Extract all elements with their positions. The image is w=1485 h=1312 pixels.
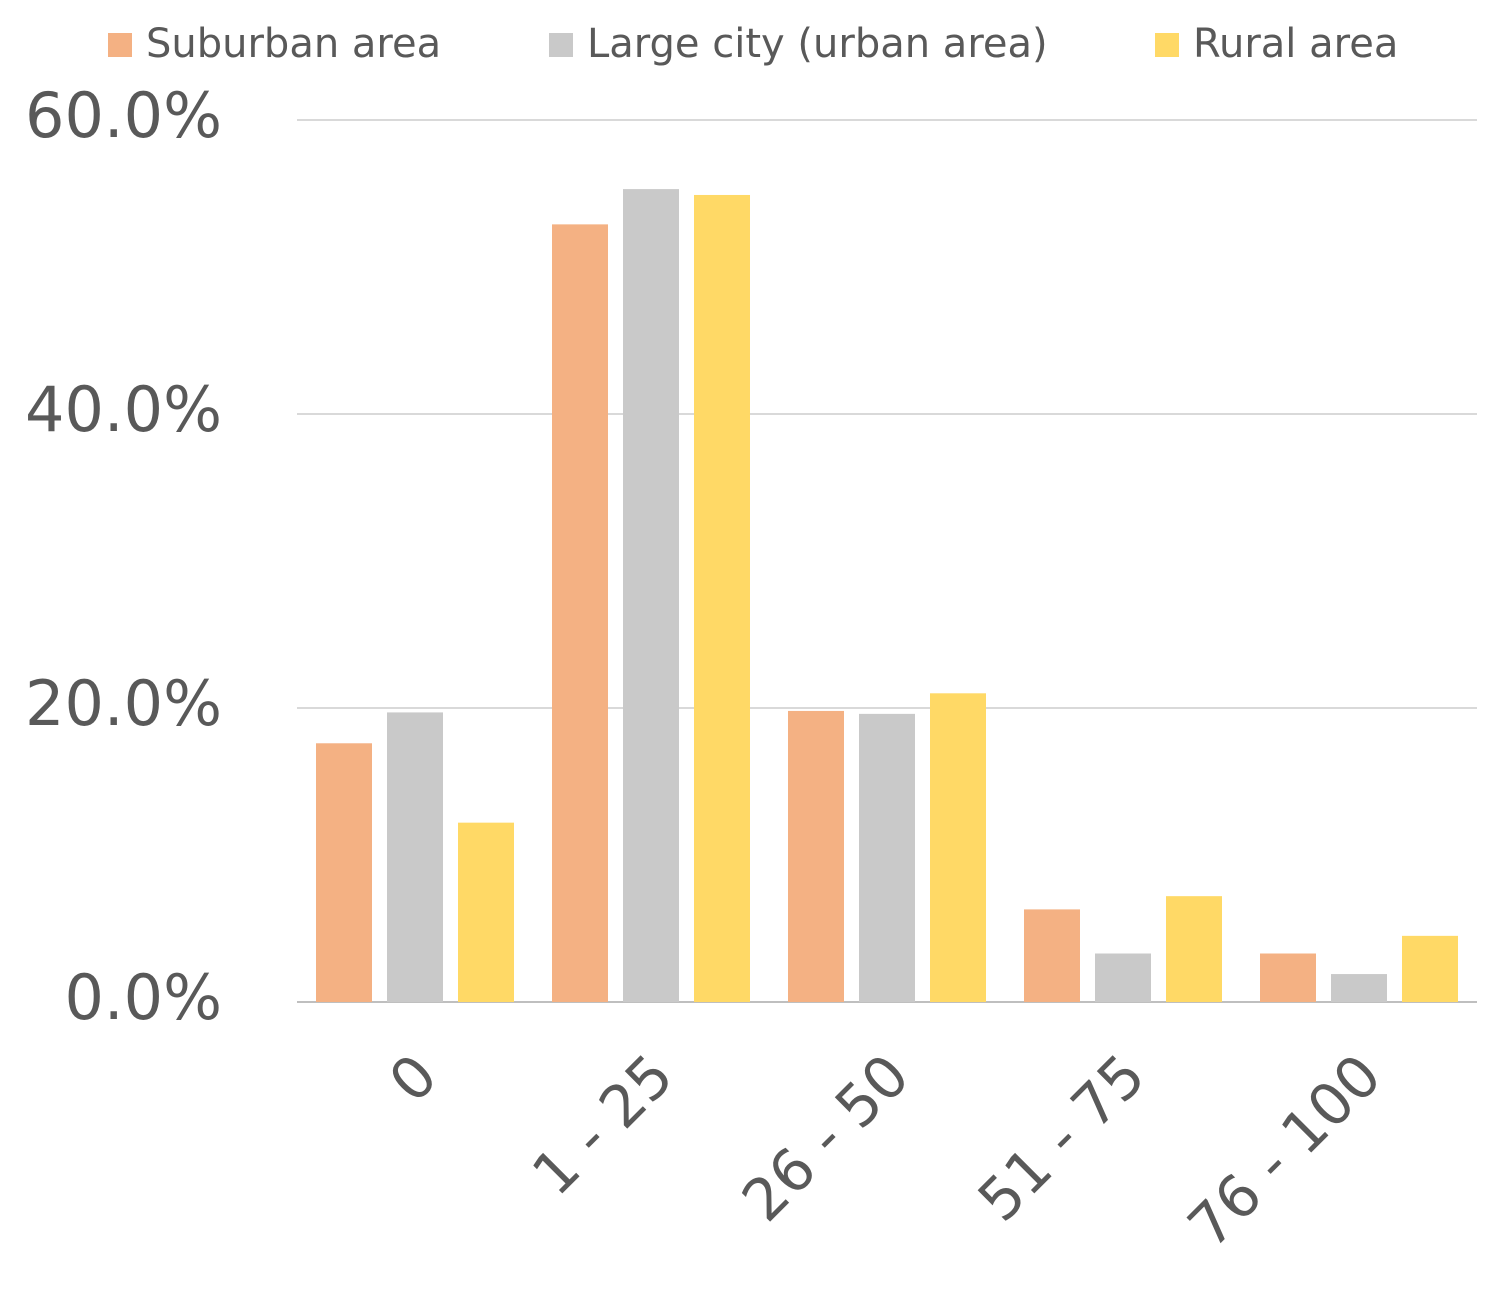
bar [930,693,986,1002]
legend-swatch [549,33,573,57]
y-tick-label: 0.0% [64,961,222,1034]
bar [1095,953,1151,1002]
bar [1260,953,1316,1002]
bar [387,712,443,1002]
bar [316,743,372,1002]
bar [694,194,750,1003]
bar [1402,935,1458,1002]
bar [788,710,844,1002]
legend-label: Rural area [1193,21,1398,67]
legend-label: Suburban area [146,21,441,67]
legend-label: Large city (urban area) [587,21,1048,67]
bar [1166,896,1222,1002]
bar [458,822,514,1002]
x-tick-label: 1 - 25 [519,1041,686,1208]
y-tick-label: 40.0% [25,373,222,446]
bar [1331,974,1387,1002]
y-tick-label: 20.0% [25,667,222,740]
x-tick-label: 0 [376,1041,450,1115]
x-tick-label: 76 - 100 [1175,1041,1394,1260]
bar [623,189,679,1003]
x-tick-label: 51 - 75 [965,1041,1158,1234]
legend-swatch [108,33,132,57]
x-tick-label: 26 - 50 [729,1041,922,1234]
bar [859,713,915,1002]
bar [552,224,608,1002]
y-tick-label: 60.0% [25,79,222,152]
bar [1024,909,1080,1002]
legend-swatch [1155,33,1179,57]
